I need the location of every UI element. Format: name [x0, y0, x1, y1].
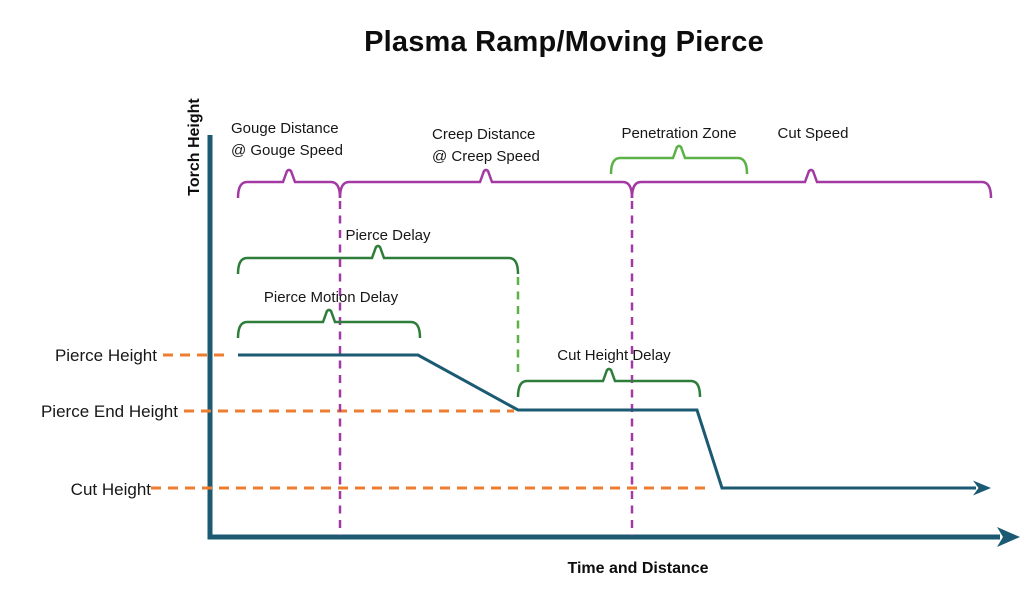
gouge-zone-label-line1: Gouge Distance — [231, 120, 339, 137]
pierce-height-label: Pierce Height — [54, 346, 157, 365]
penetration-zone-brace — [609, 144, 749, 175]
trace-arrow-icon — [973, 480, 991, 496]
x-axis-arrow-icon — [997, 527, 1020, 547]
pierce-end-height-label: Pierce End Height — [40, 402, 178, 421]
cut-height-label: Cut Height — [70, 480, 151, 499]
page-title: Plasma Ramp/Moving Pierce — [364, 26, 764, 58]
creep-zone-label: Creep Distance @ Creep Speed — [432, 124, 540, 167]
cut-height-delay-brace — [516, 367, 702, 398]
gouge-zone-label: Gouge Distance @ Gouge Speed — [231, 118, 343, 161]
pierce-delay-label: Pierce Delay — [345, 227, 431, 244]
penetration-zone-label: Penetration Zone — [621, 125, 737, 142]
gouge-zone-label-line2: @ Gouge Speed — [231, 141, 343, 159]
pierce-delay-brace — [236, 244, 520, 275]
cut-speed-label: Cut Speed — [777, 125, 849, 142]
creep-zone-brace — [338, 168, 634, 199]
creep-zone-label-line2: @ Creep Speed — [432, 147, 540, 165]
pierce-motion-delay-brace — [236, 308, 422, 339]
cut-height-delay-label: Cut Height Delay — [557, 347, 671, 364]
gouge-zone-brace — [236, 168, 342, 199]
pierce-motion-delay-label: Pierce Motion Delay — [263, 289, 399, 306]
x-axis-label: Time and Distance — [567, 560, 709, 577]
cut-speed-zone-brace — [630, 168, 993, 199]
creep-zone-label-line1: Creep Distance — [432, 126, 536, 143]
y-axis-label: Torch Height — [186, 98, 203, 196]
torch-height-trace — [238, 353, 976, 490]
